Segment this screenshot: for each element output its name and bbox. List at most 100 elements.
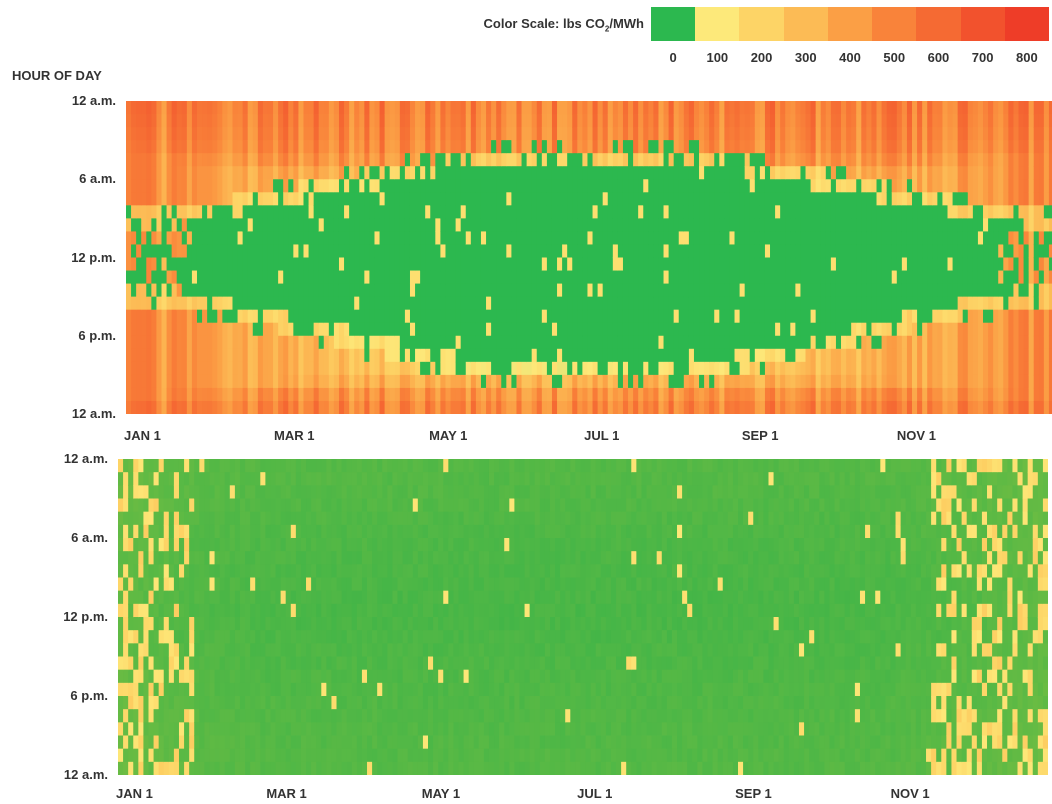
heatmap-cell (937, 400, 944, 414)
heatmap-cell (739, 283, 746, 298)
heatmap-cell (597, 387, 604, 402)
heatmap-cell (435, 244, 441, 259)
heatmap-cell (653, 387, 660, 402)
heatmap-cell (379, 400, 386, 414)
heatmap-cell (962, 348, 969, 363)
heatmap-cell (602, 153, 609, 167)
heatmap-cell (298, 270, 305, 285)
heatmap-cell (683, 205, 690, 219)
heatmap-cell (628, 309, 634, 324)
heatmap-cell (922, 387, 928, 402)
heatmap-cell (176, 205, 183, 219)
heatmap-cell (952, 387, 959, 402)
heatmap-cell (881, 361, 888, 376)
heatmap-cell (800, 166, 807, 180)
heatmap-cell (288, 335, 294, 350)
heatmap-cell (668, 335, 675, 350)
heatmap-cell (764, 153, 771, 167)
heatmap-cell (425, 231, 431, 246)
heatmap-cell (133, 722, 139, 737)
heatmap-cell (202, 309, 208, 324)
heatmap-cell (202, 361, 208, 376)
heatmap-cell (146, 400, 152, 414)
heatmap-cell (587, 231, 594, 246)
heatmap-cell (374, 361, 381, 376)
heatmap-cell (156, 231, 163, 246)
heatmap-cell (163, 538, 170, 552)
heatmap-cell (795, 335, 802, 350)
heatmap-cell (856, 374, 862, 389)
heatmap-cell (219, 485, 226, 500)
heatmap-cell (572, 283, 578, 298)
heatmap-cell (313, 296, 320, 311)
heatmap-cell (612, 309, 619, 324)
heatmap-cell (775, 387, 781, 402)
heatmap-cell (133, 577, 139, 592)
heatmap-cell (922, 322, 928, 337)
heatmap-cell (780, 400, 786, 414)
heatmap-cell (191, 114, 198, 128)
heatmap-cell (688, 374, 695, 389)
heatmap-cell (176, 270, 183, 285)
heatmap-cell (820, 140, 827, 154)
heatmap-cell (947, 361, 954, 376)
heatmap-cell (917, 218, 923, 233)
heatmap-cell (262, 140, 269, 154)
heatmap-cell (866, 231, 873, 246)
heatmap-cell (239, 485, 246, 500)
heatmap-cell (409, 270, 416, 285)
heatmap-cell (455, 400, 462, 414)
heatmap-cell (131, 257, 137, 272)
heatmap-cell (242, 400, 249, 414)
heatmap-cell (785, 361, 791, 376)
heatmap-cell (136, 153, 142, 167)
heatmap-cell (158, 590, 165, 605)
heatmap-cell (846, 231, 852, 246)
heatmap-cell (131, 283, 137, 298)
heatmap-cell (810, 192, 817, 206)
heatmap-cell (658, 114, 665, 128)
heatmap-cell (693, 166, 700, 180)
heatmap-cell (739, 231, 746, 246)
heatmap-cell (617, 114, 624, 128)
heatmap-cell (191, 231, 198, 246)
heatmap-cell (283, 101, 289, 115)
heatmap-cell (612, 244, 619, 259)
heatmap-cell (704, 205, 710, 219)
heatmap-cell (232, 127, 239, 141)
heatmap-cell (1013, 114, 1020, 128)
heatmap-cell (283, 296, 289, 311)
heatmap-cell (993, 114, 999, 128)
heatmap-cell (643, 114, 649, 128)
heatmap-cell (653, 140, 660, 154)
heatmap-cell (440, 257, 447, 272)
heatmap-cell (148, 564, 155, 579)
heatmap-cell (323, 140, 330, 154)
heatmap-cell (369, 140, 376, 154)
heatmap-cell (638, 361, 644, 376)
heatmap-cell (917, 166, 923, 180)
heatmap-cell (176, 309, 183, 324)
heatmap-cell (922, 179, 928, 193)
heatmap-cell (389, 140, 396, 154)
heatmap-cell (785, 205, 791, 219)
heatmap-cell (673, 400, 680, 414)
heatmap-cell (764, 205, 771, 219)
heatmap-cell (1008, 348, 1015, 363)
heatmap-cell (455, 361, 462, 376)
heatmap-cell (628, 387, 634, 402)
heatmap-cell (430, 101, 436, 115)
legend-swatch (783, 7, 828, 41)
heatmap-cell (1028, 140, 1035, 154)
heatmap-cell (409, 374, 416, 389)
heatmap-cell (998, 400, 1004, 414)
heatmap-cell (189, 524, 195, 539)
heatmap-cell (196, 270, 203, 285)
heatmap-cell (714, 309, 720, 324)
heatmap-cell (349, 153, 355, 167)
heatmap-cell (516, 231, 523, 246)
heatmap-cell (196, 387, 203, 402)
heatmap-cell (709, 218, 715, 233)
heatmap-cell (131, 374, 137, 389)
heatmap-cell (1003, 322, 1009, 337)
